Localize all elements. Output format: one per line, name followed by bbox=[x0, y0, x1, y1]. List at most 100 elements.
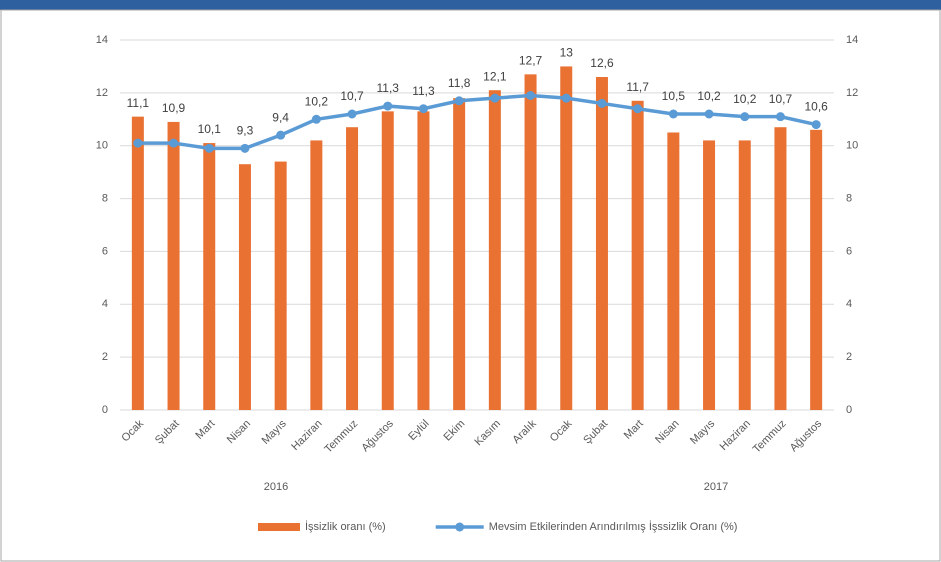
bar bbox=[774, 127, 787, 410]
x-tick-label: Ocak bbox=[119, 417, 146, 444]
bar bbox=[595, 77, 608, 410]
line-point bbox=[276, 130, 286, 140]
bar bbox=[346, 127, 359, 410]
line-point bbox=[169, 138, 179, 148]
data-label: 9,3 bbox=[237, 124, 254, 138]
y2-tick-label: 4 bbox=[846, 298, 852, 310]
line-point bbox=[490, 93, 500, 103]
data-label: 10,5 bbox=[662, 89, 686, 103]
x-tick-label: Nisan bbox=[225, 418, 253, 446]
bar bbox=[310, 140, 323, 410]
line-point bbox=[240, 143, 250, 153]
x-tick-label: Ekim bbox=[442, 418, 468, 444]
line-point bbox=[418, 104, 428, 114]
bar bbox=[560, 66, 573, 410]
legend-swatch bbox=[258, 523, 300, 531]
y2-tick-label: 12 bbox=[846, 87, 858, 99]
x-tick-label: Ağustos bbox=[359, 417, 396, 454]
line-point bbox=[383, 101, 393, 111]
data-label: 11,7 bbox=[626, 80, 649, 94]
bar bbox=[238, 164, 251, 410]
group-label: 2016 bbox=[264, 481, 288, 493]
x-tick-label: Eylül bbox=[406, 418, 431, 443]
x-tick-label: Kasım bbox=[472, 418, 503, 449]
x-tick-label: Mayıs bbox=[260, 417, 290, 447]
frame bbox=[0, 9, 941, 562]
legend-label: İşsizlik oranı (%) bbox=[305, 520, 386, 533]
y2-tick-label: 0 bbox=[846, 404, 852, 416]
data-label: 12,6 bbox=[590, 56, 614, 70]
bar bbox=[738, 140, 751, 410]
y-tick-label: 4 bbox=[102, 298, 108, 310]
bar bbox=[810, 129, 823, 410]
data-label: 11,1 bbox=[127, 96, 150, 110]
line-point bbox=[775, 112, 785, 122]
y2-tick-label: 10 bbox=[846, 140, 858, 152]
data-label: 11,3 bbox=[412, 84, 435, 98]
x-tick-label: Haziran bbox=[718, 418, 753, 453]
bar bbox=[667, 132, 680, 410]
y-tick-label: 14 bbox=[96, 34, 108, 46]
group-label: 2017 bbox=[704, 481, 728, 493]
bar bbox=[703, 140, 716, 410]
line bbox=[137, 93, 817, 151]
bar bbox=[417, 111, 430, 410]
bar bbox=[488, 90, 501, 410]
line-point bbox=[633, 104, 643, 114]
data-label: 11,3 bbox=[377, 81, 400, 95]
y2-tick-label: 6 bbox=[846, 245, 852, 257]
bar bbox=[203, 143, 216, 411]
y-tick-label: 8 bbox=[102, 192, 108, 204]
data-label: 11,8 bbox=[448, 76, 471, 90]
x-tick-label: Mayıs bbox=[688, 417, 718, 447]
y2-tick-label: 14 bbox=[846, 34, 858, 46]
legend-label: Mevsim Etkilerinden Arındırılmış İşssizl… bbox=[489, 520, 738, 533]
bar bbox=[167, 121, 180, 410]
x-tick-label: Aralık bbox=[510, 417, 539, 446]
line-point bbox=[668, 109, 678, 119]
line-point bbox=[740, 112, 750, 122]
data-label: 10,1 bbox=[198, 122, 222, 136]
x-tick-label: Temmuz bbox=[322, 418, 360, 456]
data-label: 10,7 bbox=[340, 89, 364, 103]
line-point bbox=[204, 143, 214, 153]
y-tick-label: 2 bbox=[102, 351, 108, 363]
x-tick-label: Şubat bbox=[153, 418, 182, 447]
legend-swatch-marker bbox=[455, 522, 465, 532]
line-point bbox=[347, 109, 357, 119]
data-label: 10,2 bbox=[305, 94, 329, 108]
x-tick-label: Nisan bbox=[653, 418, 681, 446]
y-tick-label: 10 bbox=[96, 140, 108, 152]
y-tick-label: 6 bbox=[102, 245, 108, 257]
y2-tick-label: 8 bbox=[846, 192, 852, 204]
header-bar bbox=[0, 0, 941, 10]
line-point bbox=[704, 109, 714, 119]
line-point bbox=[597, 98, 607, 108]
bar bbox=[274, 161, 287, 410]
bar bbox=[381, 111, 394, 410]
x-tick-label: Ağustos bbox=[788, 417, 825, 454]
bar bbox=[631, 100, 644, 411]
bar bbox=[131, 116, 144, 411]
x-tick-label: Temmuz bbox=[751, 418, 789, 456]
line-point bbox=[526, 91, 536, 100]
y2-tick-label: 2 bbox=[846, 351, 852, 363]
x-tick-label: Haziran bbox=[289, 418, 324, 453]
data-label: 10,2 bbox=[697, 89, 721, 103]
y-tick-label: 12 bbox=[96, 87, 108, 99]
line-point bbox=[811, 120, 821, 130]
bar bbox=[524, 74, 537, 410]
x-tick-label: Şubat bbox=[581, 418, 610, 447]
data-label: 9,4 bbox=[272, 110, 289, 124]
x-tick-label: Ocak bbox=[548, 417, 575, 444]
data-label: 12,7 bbox=[519, 54, 543, 68]
data-label: 10,2 bbox=[733, 92, 757, 106]
x-tick-label: Mart bbox=[622, 418, 646, 442]
data-label: 10,6 bbox=[804, 100, 828, 114]
data-label: 10,9 bbox=[162, 101, 186, 115]
y-tick-label: 0 bbox=[102, 404, 108, 416]
data-label: 13 bbox=[560, 46, 574, 60]
line-point bbox=[133, 138, 143, 148]
line-point bbox=[311, 114, 321, 124]
line-point bbox=[454, 96, 464, 106]
